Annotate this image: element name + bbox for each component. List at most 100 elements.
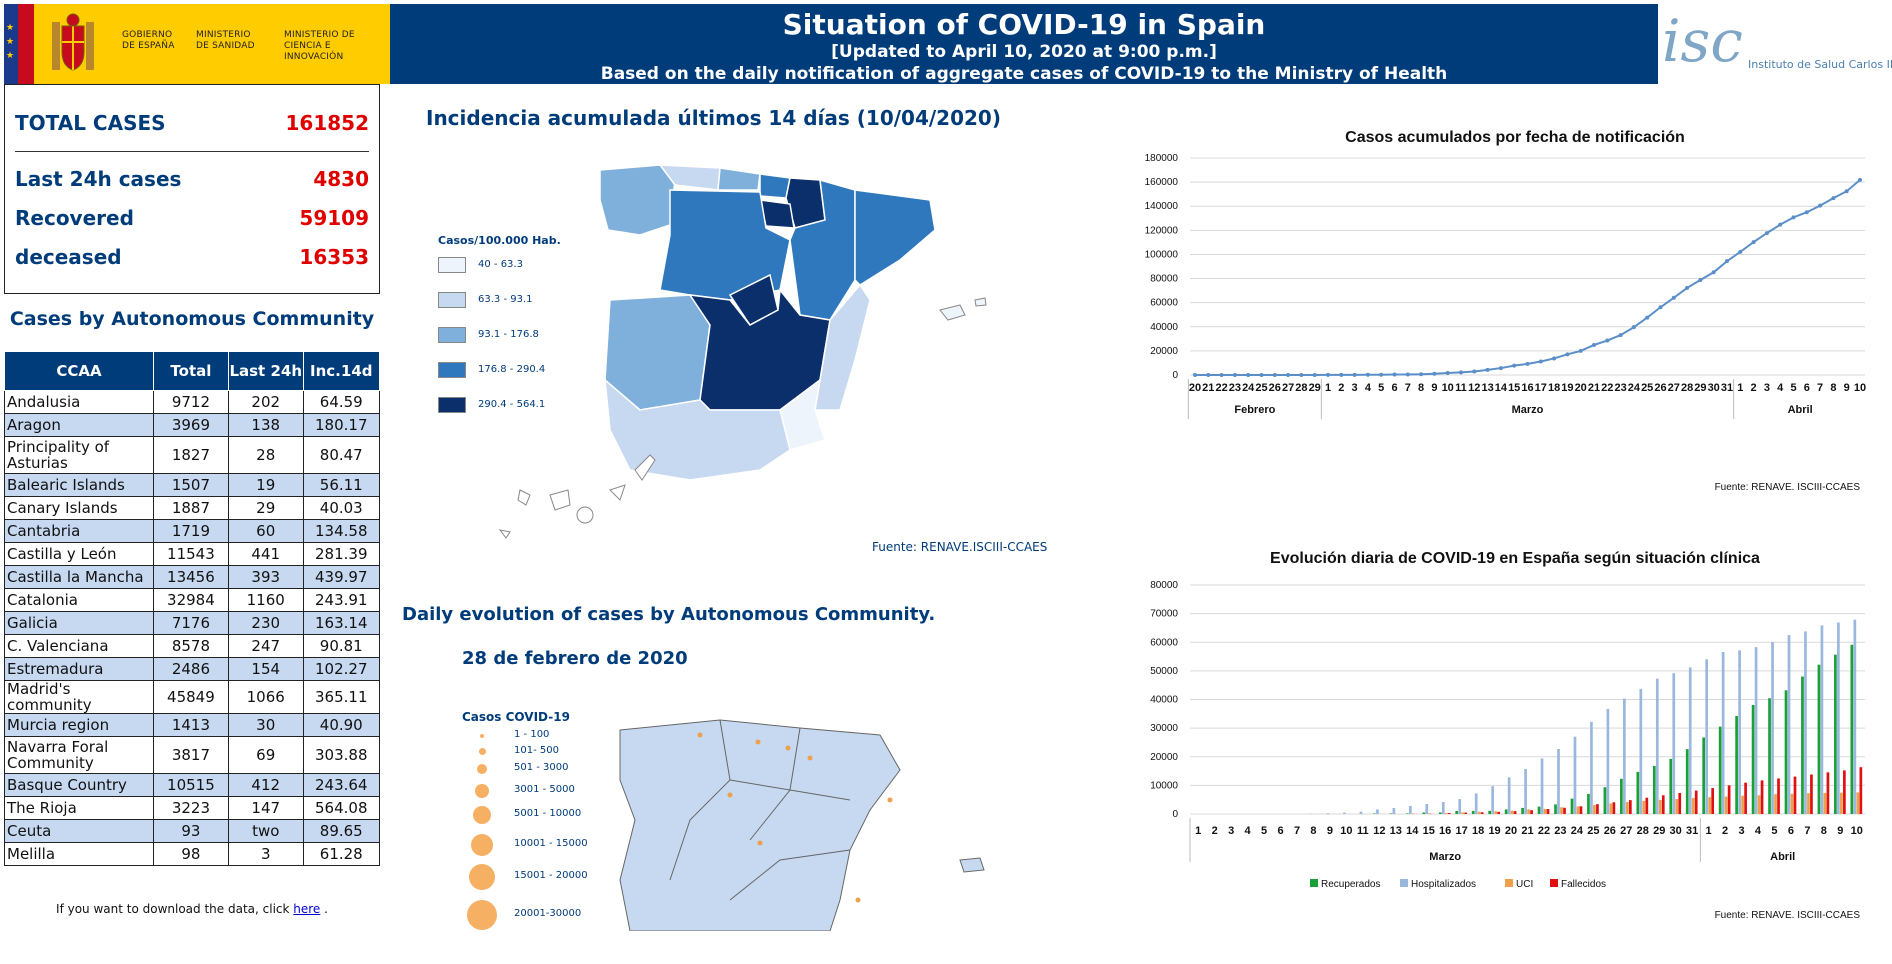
- x-tick-label: 23: [1614, 382, 1626, 394]
- inc14-cell: 64.59: [303, 391, 379, 414]
- download-link[interactable]: here: [293, 902, 320, 916]
- bar-recuperados: [1686, 749, 1689, 814]
- x-tick-label: 6: [1804, 382, 1810, 394]
- x-tick-label: 9: [1431, 382, 1437, 394]
- x-tick-label: 21: [1521, 825, 1533, 837]
- total-cell: 1719: [153, 520, 228, 543]
- total-cell: 32984: [153, 589, 228, 612]
- x-tick-label: 16: [1521, 382, 1533, 394]
- x-tick-label: 5: [1261, 825, 1267, 837]
- bar-hospitalizados: [1705, 659, 1708, 814]
- bar-hospitalizados: [1491, 786, 1494, 814]
- bar-hospitalizados: [1771, 642, 1774, 814]
- x-tick-label: 4: [1777, 382, 1784, 394]
- x-tick-label: 9: [1837, 825, 1843, 837]
- ccaa-name-cell: Melilla: [5, 843, 154, 866]
- y-tick-label: 80000: [1150, 274, 1178, 285]
- bubble-legend-dot: [467, 900, 497, 930]
- inc14-cell: 365.11: [303, 681, 379, 714]
- total-cell: 7176: [153, 612, 228, 635]
- isc-logo-mark: isc: [1662, 8, 1743, 74]
- bar-hospitalizados: [1409, 806, 1412, 814]
- bar-uci: [1544, 809, 1547, 814]
- line-point: [1313, 373, 1317, 377]
- inc14-cell: 40.90: [303, 714, 379, 737]
- total-cell: 1413: [153, 714, 228, 737]
- line-point: [1752, 240, 1756, 244]
- cumulative-cases-chart: Casos acumulados por fecha de notificaci…: [1120, 120, 1890, 500]
- bubble-legend-label: 5001 - 10000: [514, 808, 581, 819]
- col-header-inc14: Inc.14d: [303, 352, 379, 391]
- bar-fallecidos: [1596, 804, 1599, 814]
- line-point: [1792, 215, 1796, 219]
- ccaa-name-cell: Estremadura: [5, 658, 154, 681]
- bar-uci: [1791, 794, 1794, 814]
- inc14-cell: 243.91: [303, 589, 379, 612]
- bar-recuperados: [1735, 716, 1738, 814]
- line-point: [1672, 296, 1676, 300]
- bar-hospitalizados: [1672, 673, 1675, 814]
- chart2-source: Fuente: RENAVE. ISCIII-CCAES: [1715, 910, 1861, 921]
- x-tick-label: 30: [1670, 825, 1682, 837]
- x-tick-label: 24: [1628, 382, 1641, 394]
- bar-recuperados: [1818, 665, 1821, 814]
- bar-hospitalizados: [1393, 808, 1396, 814]
- bar-recuperados: [1554, 804, 1557, 814]
- x-tick-label: 6: [1391, 382, 1397, 394]
- line-point: [1579, 349, 1583, 353]
- bar-fallecidos: [1859, 767, 1862, 814]
- bar-fallecidos: [1678, 793, 1681, 814]
- region-basque: [760, 174, 790, 198]
- line-point: [1512, 364, 1516, 368]
- bar-uci: [1692, 798, 1695, 814]
- last24-cell: 230: [228, 612, 303, 635]
- inc14-cell: 180.17: [303, 414, 379, 437]
- legend-swatch: [1505, 879, 1513, 887]
- bar-uci: [1741, 796, 1744, 814]
- chart1-title: Casos acumulados por fecha de notificaci…: [1345, 129, 1685, 146]
- last24-cell: 412: [228, 774, 303, 797]
- bar-hospitalizados: [1837, 622, 1840, 814]
- last24-cell: 1160: [228, 589, 303, 612]
- line-point: [1499, 366, 1503, 370]
- bar-hospitalizados: [1590, 722, 1593, 814]
- line-point: [1273, 373, 1277, 377]
- x-tick-label: 5: [1790, 382, 1796, 394]
- bar-recuperados: [1636, 772, 1639, 814]
- bubble-legend-label: 15001 - 20000: [514, 870, 588, 881]
- line-point: [1619, 333, 1623, 337]
- total-cell: 1827: [153, 437, 228, 474]
- bar-fallecidos: [1777, 778, 1780, 814]
- inc14-cell: 439.97: [303, 566, 379, 589]
- x-tick-label: 2: [1751, 382, 1757, 394]
- bar-hospitalizados: [1821, 625, 1824, 814]
- daily-evolution-date: 28 de febrero de 2020: [462, 648, 688, 669]
- line-point: [1459, 370, 1463, 374]
- bar-hospitalizados: [1738, 650, 1741, 814]
- y-tick-label: 40000: [1150, 695, 1178, 706]
- ccaa-name-cell: Catalonia: [5, 589, 154, 612]
- bar-uci: [1774, 794, 1777, 814]
- last24-cell: 441: [228, 543, 303, 566]
- last24-cell: 147: [228, 797, 303, 820]
- bar-fallecidos: [1761, 780, 1764, 814]
- line-point: [1379, 373, 1383, 377]
- bar-uci: [1461, 812, 1464, 814]
- total-cell: 2486: [153, 658, 228, 681]
- total-cell: 1507: [153, 474, 228, 497]
- x-tick-label: 21: [1588, 382, 1600, 394]
- x-tick-label: 19: [1488, 825, 1500, 837]
- x-tick-label: 4: [1365, 382, 1372, 394]
- daily-map-balearic: [960, 858, 984, 872]
- bubble-legend-label: 20001-30000: [514, 908, 581, 919]
- bar-recuperados: [1669, 759, 1672, 814]
- y-tick-label: 50000: [1150, 666, 1178, 677]
- bar-uci: [1577, 806, 1580, 814]
- month-label: Abril: [1788, 404, 1813, 416]
- x-tick-label: 2: [1212, 825, 1218, 837]
